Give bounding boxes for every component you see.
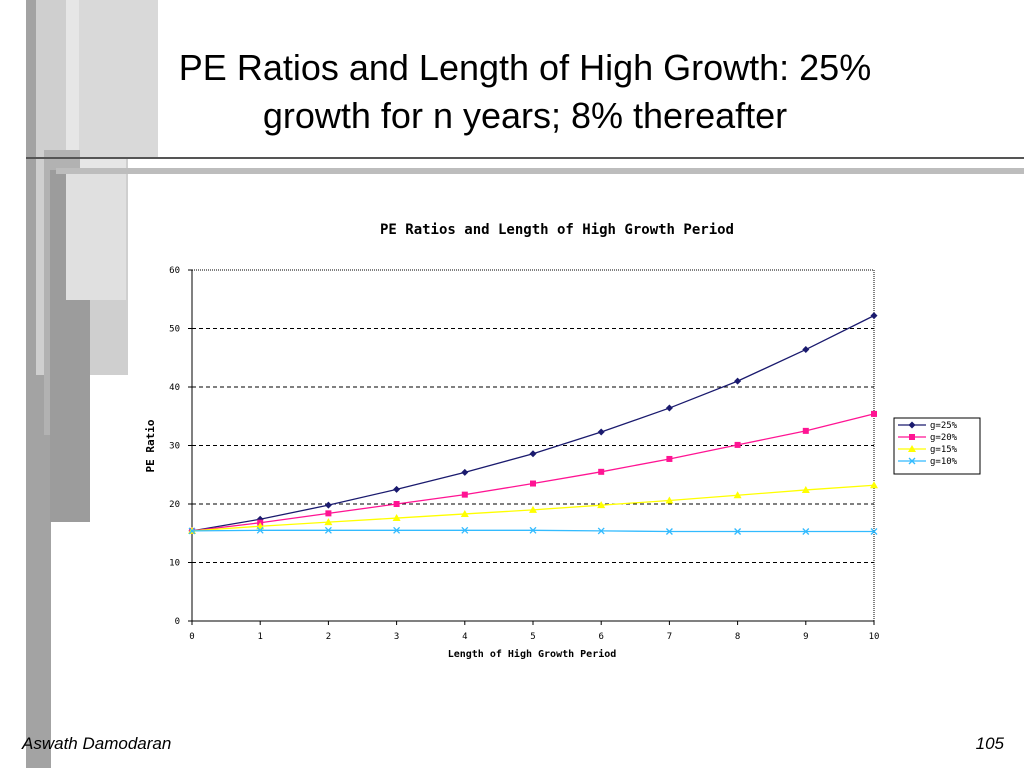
series-g=10%	[188, 526, 878, 535]
legend-label: g=15%	[930, 445, 958, 455]
slide-title-line1: PE Ratios and Length of High Growth: 25%	[178, 47, 872, 88]
x-tick-label: 8	[735, 632, 740, 642]
legend-box	[893, 417, 981, 475]
legend-label: g=10%	[930, 457, 958, 467]
data-point	[597, 428, 605, 436]
data-point	[188, 527, 196, 535]
data-point	[393, 485, 401, 493]
y-tick-label: 30	[169, 442, 180, 452]
x-ticks: 0 1 2 3 4 5 6 7 8 9 10	[189, 621, 879, 642]
data-point	[324, 526, 332, 534]
data-point	[802, 346, 810, 354]
data-point	[908, 445, 916, 452]
y-tick-label: 0	[175, 617, 180, 627]
data-point	[393, 501, 400, 507]
data-point	[256, 526, 264, 534]
data-point	[529, 526, 537, 534]
data-point	[597, 501, 606, 509]
x-axis-label: Length of High Growth Period	[448, 648, 617, 660]
y-axis-label: PE Ratio	[144, 419, 157, 472]
legend-label: g=25%	[930, 421, 958, 431]
data-point	[870, 481, 878, 489]
data-point	[666, 455, 673, 462]
data-point	[461, 526, 469, 534]
footer-page-number: 105	[975, 734, 1004, 753]
data-point	[734, 377, 742, 385]
decor-bar-4	[79, 0, 158, 157]
data-point	[392, 514, 401, 522]
data-point	[870, 528, 878, 535]
chart-title: PE Ratios and Length of High Growth Peri…	[380, 222, 734, 238]
data-point	[802, 427, 809, 434]
data-point	[460, 509, 469, 517]
data-point	[802, 528, 810, 535]
title-rule-light	[56, 168, 1024, 174]
data-point	[665, 404, 673, 412]
data-point	[734, 528, 742, 535]
chart-background	[128, 206, 1000, 680]
y-tick-label: 20	[169, 500, 180, 510]
legend-label: g=20%	[930, 433, 958, 443]
x-tick-label: 7	[667, 632, 672, 642]
data-point	[324, 518, 333, 526]
data-point	[598, 468, 605, 475]
y-tick-label: 60	[169, 266, 180, 276]
y-tick-label: 40	[169, 383, 180, 393]
x-tick-label: 4	[462, 632, 467, 642]
x-tick-label: 6	[598, 632, 603, 642]
data-point	[530, 480, 536, 487]
title-rule-dark	[26, 157, 1024, 159]
data-point	[529, 450, 537, 458]
data-point	[733, 491, 742, 499]
x-tick-label: 9	[803, 632, 808, 642]
y-ticks: 0 10 20 30 40 50 60	[169, 266, 192, 627]
data-point	[801, 485, 810, 493]
decor-bar-7	[66, 168, 126, 300]
x-tick-label: 2	[326, 632, 331, 642]
data-point	[871, 410, 877, 417]
data-point	[665, 528, 673, 535]
data-point	[461, 468, 469, 476]
data-point	[665, 496, 674, 504]
series-lines	[188, 312, 878, 535]
y-tick-label: 50	[169, 325, 180, 335]
footer-author: Aswath Damodaran	[22, 734, 172, 753]
data-point	[461, 491, 468, 498]
y-tick-label: 10	[169, 559, 180, 569]
x-tick-label: 1	[257, 632, 262, 642]
data-point	[734, 441, 741, 448]
data-point	[908, 457, 916, 465]
data-point	[908, 421, 916, 429]
legend: g=25% g=20% g=15% g=10%	[893, 417, 981, 475]
x-tick-label: 10	[869, 632, 880, 642]
data-point	[529, 505, 537, 513]
x-tick-label: 0	[189, 632, 194, 642]
data-point	[597, 527, 605, 535]
x-tick-label: 5	[530, 632, 535, 642]
slide-title: PE Ratios and Length of High Growth: 25%…	[110, 44, 940, 140]
data-point	[325, 510, 332, 517]
slide-title-line2: growth for n years; 8% thereafter	[262, 95, 788, 136]
data-point	[909, 434, 915, 440]
data-point	[324, 501, 332, 509]
data-point	[393, 526, 401, 534]
gridlines	[192, 328, 874, 563]
data-point	[870, 312, 878, 320]
x-tick-label: 3	[394, 632, 399, 642]
